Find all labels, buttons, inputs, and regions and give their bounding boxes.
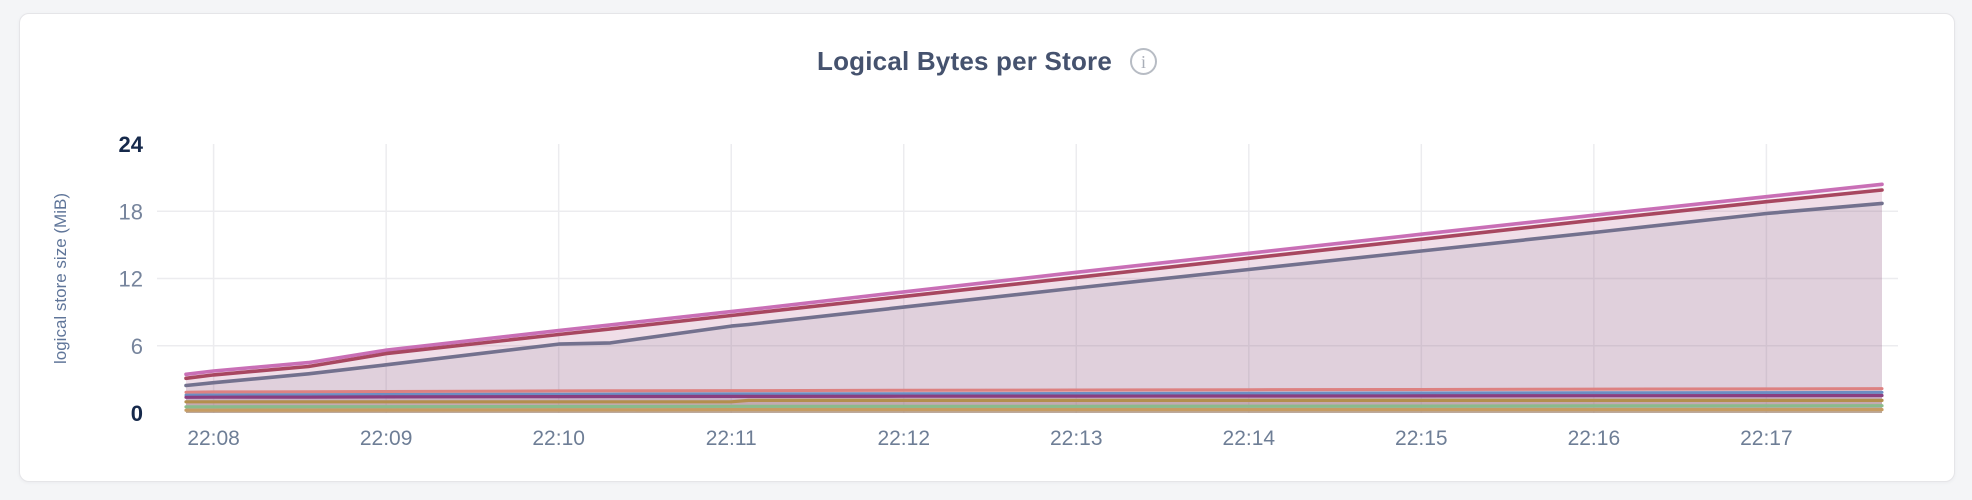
series-line-store-magenta [184, 393, 1884, 399]
series-line-store-tan [184, 408, 1884, 412]
series-area-store-pink [186, 184, 1882, 413]
y-tick-label: 18 [119, 199, 143, 224]
x-tick-label: 22:11 [706, 427, 757, 450]
series-line-store-salmon [184, 387, 1884, 394]
series-lines [184, 182, 1884, 412]
series-area-store-slate [186, 203, 1882, 413]
chart-header: Logical Bytes per Store i [20, 46, 1954, 77]
series-areas [186, 184, 1882, 413]
x-axis: 22:08 22:09 22:10 22:11 22:12 22:13 22:14 22:15… [187, 427, 1792, 450]
series-line-store-crimson [184, 188, 1884, 381]
gridlines [157, 144, 1898, 413]
x-tick-label: 22:12 [877, 427, 930, 450]
y-tick-label: 12 [119, 267, 143, 292]
x-tick-label: 22:17 [1740, 427, 1793, 450]
y-axis: 0 6 12 18 24 logical store size (MiB) [51, 132, 144, 426]
y-axis-title: logical store size (MiB) [51, 193, 70, 364]
info-icon[interactable]: i [1130, 48, 1158, 75]
y-tick-label: 0 [131, 401, 143, 426]
x-tick-label: 22:15 [1395, 427, 1448, 450]
x-tick-label: 22:08 [187, 427, 240, 450]
chart-card: Logical Bytes per Store i 0 6 12 18 24 logica… [19, 13, 1955, 482]
series-line-store-gold [184, 398, 1884, 404]
series-line-store-slate [184, 201, 1884, 388]
chart-title: Logical Bytes per Store [816, 46, 1113, 76]
x-tick-label: 22:14 [1223, 427, 1276, 450]
series-line-store-pink [184, 182, 1884, 377]
y-tick-label: 24 [119, 132, 144, 157]
y-tick-label: 6 [131, 334, 143, 359]
x-tick-label: 22:09 [360, 427, 413, 450]
x-tick-label: 22:10 [532, 427, 585, 450]
x-tick-label: 22:13 [1050, 427, 1103, 450]
series-line-store-blue [184, 390, 1884, 397]
series-line-store-green [184, 404, 1884, 409]
x-tick-label: 22:16 [1568, 427, 1621, 450]
